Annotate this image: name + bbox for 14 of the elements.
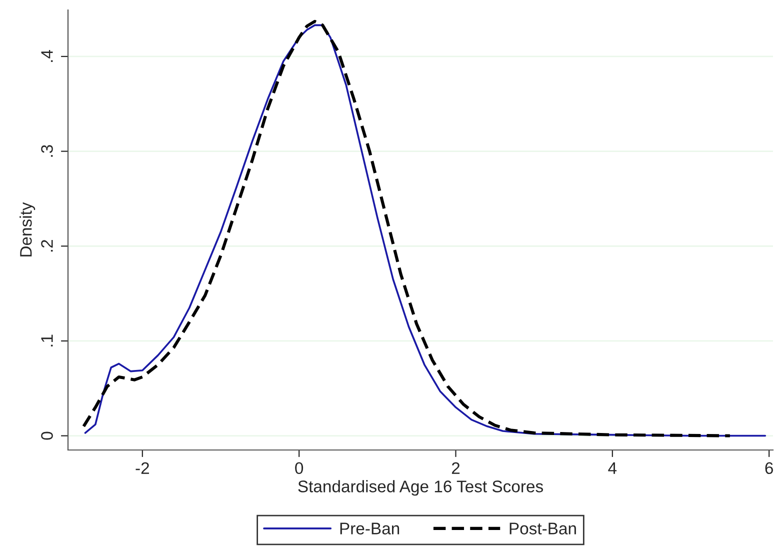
x-tick-label: 4 <box>608 462 617 474</box>
y-tick-label: .1 <box>41 334 53 346</box>
x-tick-label: 2 <box>452 462 460 474</box>
x-tick-label: 6 <box>765 462 773 474</box>
y-axis-title: Density <box>20 202 36 256</box>
y-tick-label: .4 <box>41 50 53 62</box>
legend-label: Post-Ban <box>510 522 576 534</box>
y-tick-label: .3 <box>41 145 53 157</box>
x-axis-title: Standardised Age 16 Test Scores <box>298 480 543 496</box>
y-tick-label: 0 <box>41 432 53 440</box>
x-tick-label: -2 <box>136 462 149 474</box>
x-tick-label: 0 <box>295 462 304 474</box>
legend-label: Pre-Ban <box>340 522 400 534</box>
y-tick-label: .2 <box>41 240 53 252</box>
